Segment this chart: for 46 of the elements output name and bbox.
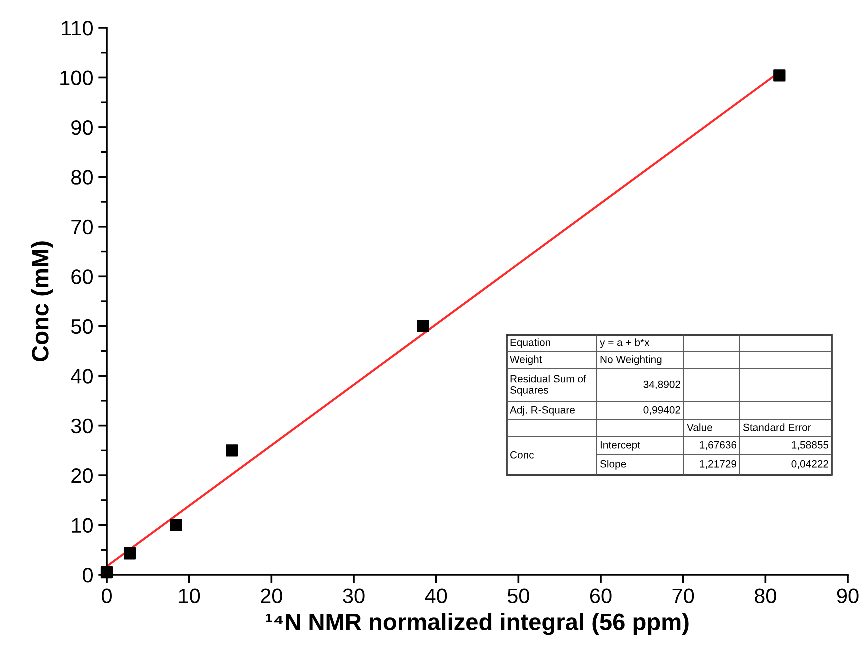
point bbox=[124, 548, 136, 560]
x-tick-label: 40 bbox=[425, 588, 448, 604]
y-tick-label: 40 bbox=[71, 369, 93, 384]
annotation: Conc bbox=[510, 451, 534, 459]
y-tick-label: 30 bbox=[71, 418, 93, 434]
annotation: Adj. R-Square bbox=[510, 406, 575, 416]
annotation: Slope bbox=[600, 460, 626, 470]
x-tick-label: 70 bbox=[672, 588, 694, 604]
annotation: y = a + b*x bbox=[600, 338, 650, 348]
x-tick-label: 50 bbox=[508, 588, 530, 604]
x-tick-label: 80 bbox=[754, 588, 776, 604]
x-axis-title: ¹⁴N NMR normalized integral (56 ppm) bbox=[266, 613, 689, 636]
x-tick-label: 0 bbox=[102, 588, 112, 604]
x-tick-label: 90 bbox=[837, 588, 859, 604]
annotation: Residual Sum of Squares bbox=[510, 375, 586, 396]
x-tick-label: 20 bbox=[261, 588, 282, 604]
annotation: Weight bbox=[510, 356, 542, 366]
point bbox=[226, 444, 238, 457]
annotation: 1,21729 bbox=[700, 460, 737, 470]
x-tick-label: 10 bbox=[179, 588, 200, 604]
y-tick-label: 10 bbox=[72, 518, 93, 534]
annotation: No Weighting bbox=[600, 356, 662, 366]
annotation: 0,99402 bbox=[644, 406, 680, 416]
y-tick-label: 70 bbox=[72, 220, 93, 235]
y-tick-label: 60 bbox=[72, 270, 93, 284]
annotation: 0,04222 bbox=[792, 460, 828, 470]
annotation: Value bbox=[687, 424, 712, 432]
annotation: 1,58855 bbox=[792, 441, 829, 450]
point bbox=[170, 519, 182, 532]
annotation: 34,8902 bbox=[644, 380, 680, 390]
point bbox=[417, 320, 430, 332]
x-tick-label: 30 bbox=[343, 588, 365, 604]
y-tick-label: 20 bbox=[72, 468, 93, 484]
x-tick-label: 60 bbox=[590, 588, 612, 604]
annotation: Standard Error bbox=[743, 424, 812, 432]
y-tick-label: 90 bbox=[72, 120, 93, 136]
y-axis-title: Conc (mM) bbox=[31, 242, 54, 362]
y-tick-label: 0 bbox=[83, 568, 93, 583]
y-tick-label: 110 bbox=[62, 21, 93, 36]
annotation: Intercept bbox=[600, 442, 640, 451]
y-tick-label: 50 bbox=[71, 319, 93, 334]
annotation: Equation bbox=[510, 338, 550, 348]
y-tick-label: 100 bbox=[60, 70, 93, 86]
y-tick-label: 80 bbox=[72, 170, 93, 185]
annotation: 1,67636 bbox=[700, 441, 737, 450]
point bbox=[774, 70, 786, 82]
